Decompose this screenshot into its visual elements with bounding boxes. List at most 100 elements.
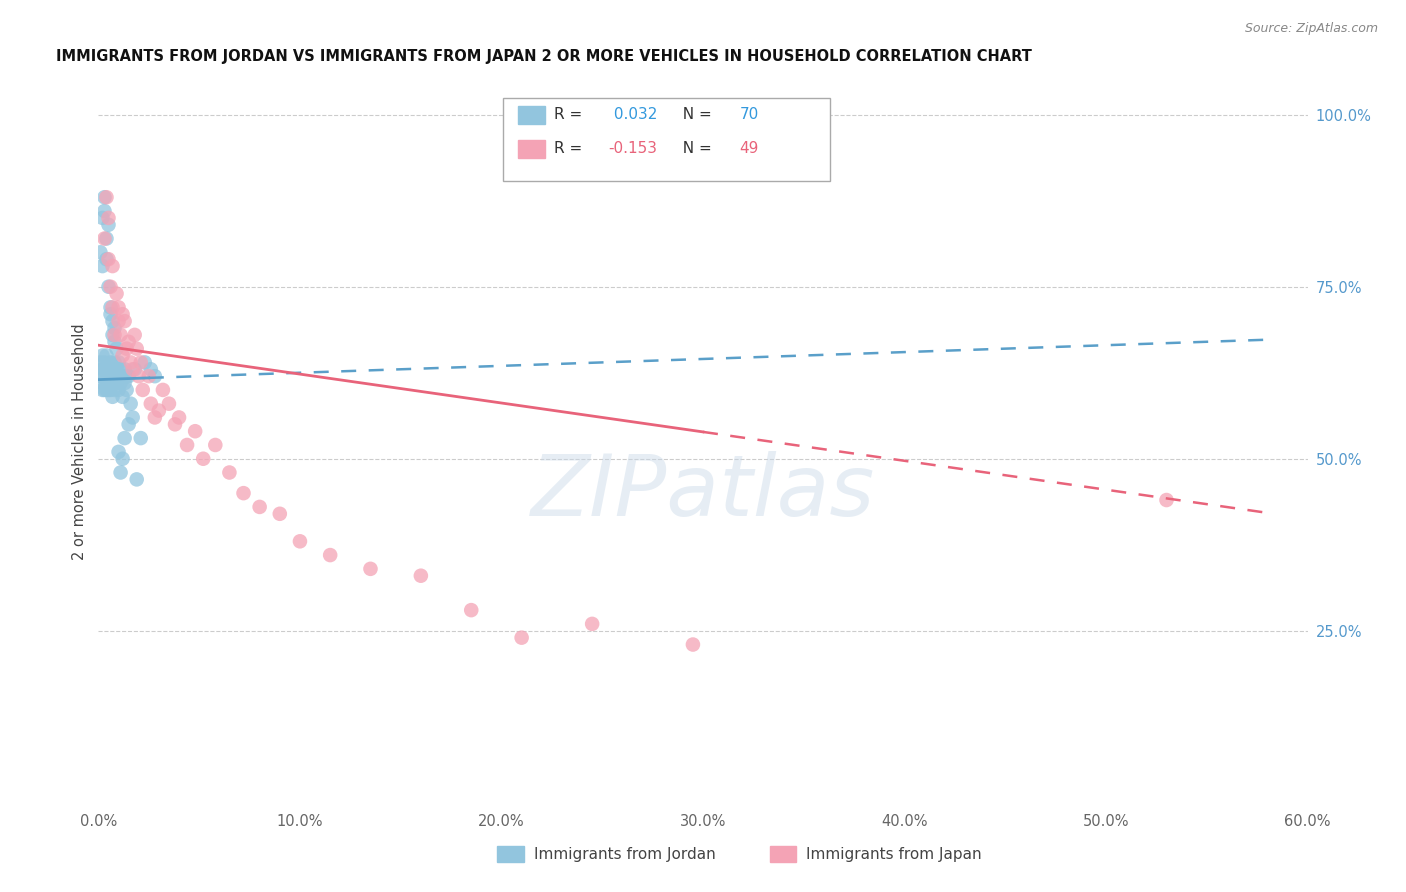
Point <box>105 376 128 390</box>
Point <box>93 362 115 376</box>
Bar <box>517 106 544 124</box>
Point <box>100 301 122 315</box>
Text: Immigrants from Japan: Immigrants from Japan <box>806 847 981 862</box>
Point <box>101 327 124 342</box>
Point <box>97 362 120 376</box>
Point <box>510 631 533 645</box>
Bar <box>769 847 796 862</box>
Point <box>107 301 129 315</box>
Point <box>100 369 122 384</box>
Point <box>110 376 132 390</box>
Point <box>91 349 114 363</box>
Point <box>115 369 138 384</box>
Point <box>107 369 129 384</box>
Point <box>105 342 128 356</box>
Point <box>111 390 134 404</box>
Point <box>91 362 114 376</box>
Point <box>114 314 136 328</box>
Point <box>110 362 132 376</box>
Point <box>118 334 141 349</box>
Point <box>204 438 226 452</box>
Point <box>193 451 215 466</box>
Text: N =: N = <box>673 142 717 156</box>
Point <box>121 362 143 376</box>
Point <box>409 568 432 582</box>
Point <box>101 362 124 376</box>
Point <box>249 500 271 514</box>
Point <box>288 534 311 549</box>
Point <box>125 342 148 356</box>
Point <box>101 314 124 328</box>
Text: 0.032: 0.032 <box>609 107 657 122</box>
Point <box>176 438 198 452</box>
Point <box>91 211 114 225</box>
Point <box>96 190 118 204</box>
FancyBboxPatch shape <box>503 98 830 181</box>
Point <box>460 603 482 617</box>
Point <box>93 204 115 219</box>
Point <box>110 327 132 342</box>
Point <box>96 383 118 397</box>
Point <box>120 355 142 369</box>
Point <box>97 383 120 397</box>
Point <box>218 466 240 480</box>
Point <box>157 397 180 411</box>
Point <box>118 417 141 432</box>
Point <box>96 252 118 267</box>
Text: N =: N = <box>673 107 717 122</box>
Bar <box>498 847 524 862</box>
Point <box>93 355 115 369</box>
Point <box>96 376 118 390</box>
Point <box>103 383 125 397</box>
Point <box>360 562 382 576</box>
Point <box>143 410 166 425</box>
Point <box>581 616 603 631</box>
Point <box>96 231 118 245</box>
Point <box>107 355 129 369</box>
Point <box>128 369 150 384</box>
Point <box>103 321 125 335</box>
Point <box>139 362 162 376</box>
Point <box>100 383 122 397</box>
Point <box>232 486 254 500</box>
Point <box>93 190 115 204</box>
Point <box>111 349 134 363</box>
Point <box>682 638 704 652</box>
Text: Immigrants from Jordan: Immigrants from Jordan <box>534 847 716 862</box>
Point <box>97 279 120 293</box>
Point <box>319 548 342 562</box>
Point <box>110 466 132 480</box>
Point <box>93 369 115 384</box>
Point <box>134 355 156 369</box>
Point <box>100 279 122 293</box>
Point <box>152 383 174 397</box>
Point <box>100 355 122 369</box>
Point <box>101 259 124 273</box>
Point <box>105 286 128 301</box>
Point <box>111 369 134 384</box>
Point <box>114 431 136 445</box>
Y-axis label: 2 or more Vehicles in Household: 2 or more Vehicles in Household <box>72 323 87 560</box>
Point <box>101 390 124 404</box>
Text: ZIPatlas: ZIPatlas <box>531 450 875 533</box>
Text: 49: 49 <box>740 142 759 156</box>
Text: Source: ZipAtlas.com: Source: ZipAtlas.com <box>1244 22 1378 36</box>
Point <box>138 369 160 384</box>
Point <box>167 410 190 425</box>
Point <box>89 355 111 369</box>
Point <box>107 445 129 459</box>
Point <box>97 376 120 390</box>
Point <box>96 362 118 376</box>
Point <box>124 327 146 342</box>
Point <box>114 362 136 376</box>
Point <box>124 362 146 376</box>
Point <box>97 211 120 225</box>
Point <box>143 369 166 384</box>
Point <box>103 355 125 369</box>
Point <box>91 259 114 273</box>
Point <box>103 327 125 342</box>
Point <box>184 424 207 438</box>
Text: R =: R = <box>554 142 588 156</box>
Point <box>148 403 170 417</box>
Point <box>139 397 162 411</box>
